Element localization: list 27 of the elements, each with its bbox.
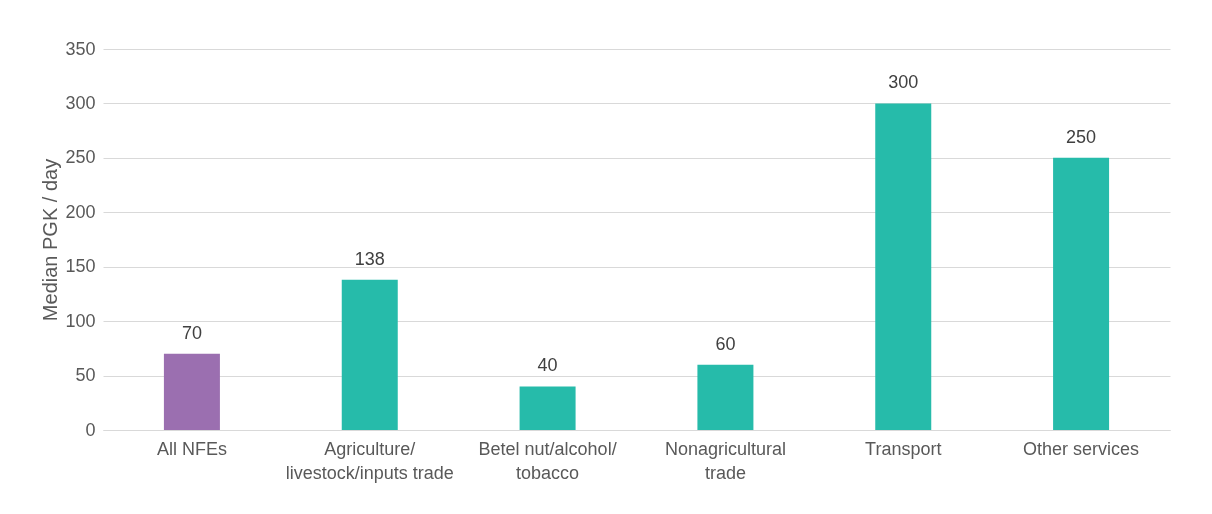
bar (341, 279, 398, 430)
bar (875, 103, 932, 430)
data-label: 250 (1066, 126, 1097, 147)
data-label: 70 (181, 322, 202, 343)
x-tick-label: Agriculture/ livestock/inputs trade (285, 438, 454, 483)
bar (1053, 157, 1110, 430)
x-tick-label: Nonagricultural trade (664, 438, 786, 483)
y-tick-label: 50 (75, 365, 96, 386)
x-tick-label: Transport (865, 438, 942, 459)
y-axis-title: Median PGK / day (39, 158, 62, 322)
y-tick-label: 100 (65, 310, 96, 331)
data-label: 138 (354, 248, 385, 269)
x-tick-label: Other services (1023, 438, 1140, 459)
data-label: 60 (715, 333, 736, 354)
bar (697, 364, 754, 430)
y-tick-label: 250 (65, 147, 96, 168)
data-label: 40 (537, 355, 558, 376)
bar (519, 386, 576, 430)
data-label: 300 (888, 72, 919, 93)
y-tick-label: 0 (85, 419, 96, 440)
y-tick-label: 200 (65, 201, 96, 222)
y-tick-label: 300 (65, 92, 96, 113)
y-tick-label: 150 (65, 256, 96, 277)
x-tick-label: Betel nut/alcohol/ tobacco (478, 438, 617, 483)
y-tick-label: 350 (65, 38, 96, 59)
bar (163, 353, 220, 430)
x-tick-label: All NFEs (156, 438, 227, 459)
